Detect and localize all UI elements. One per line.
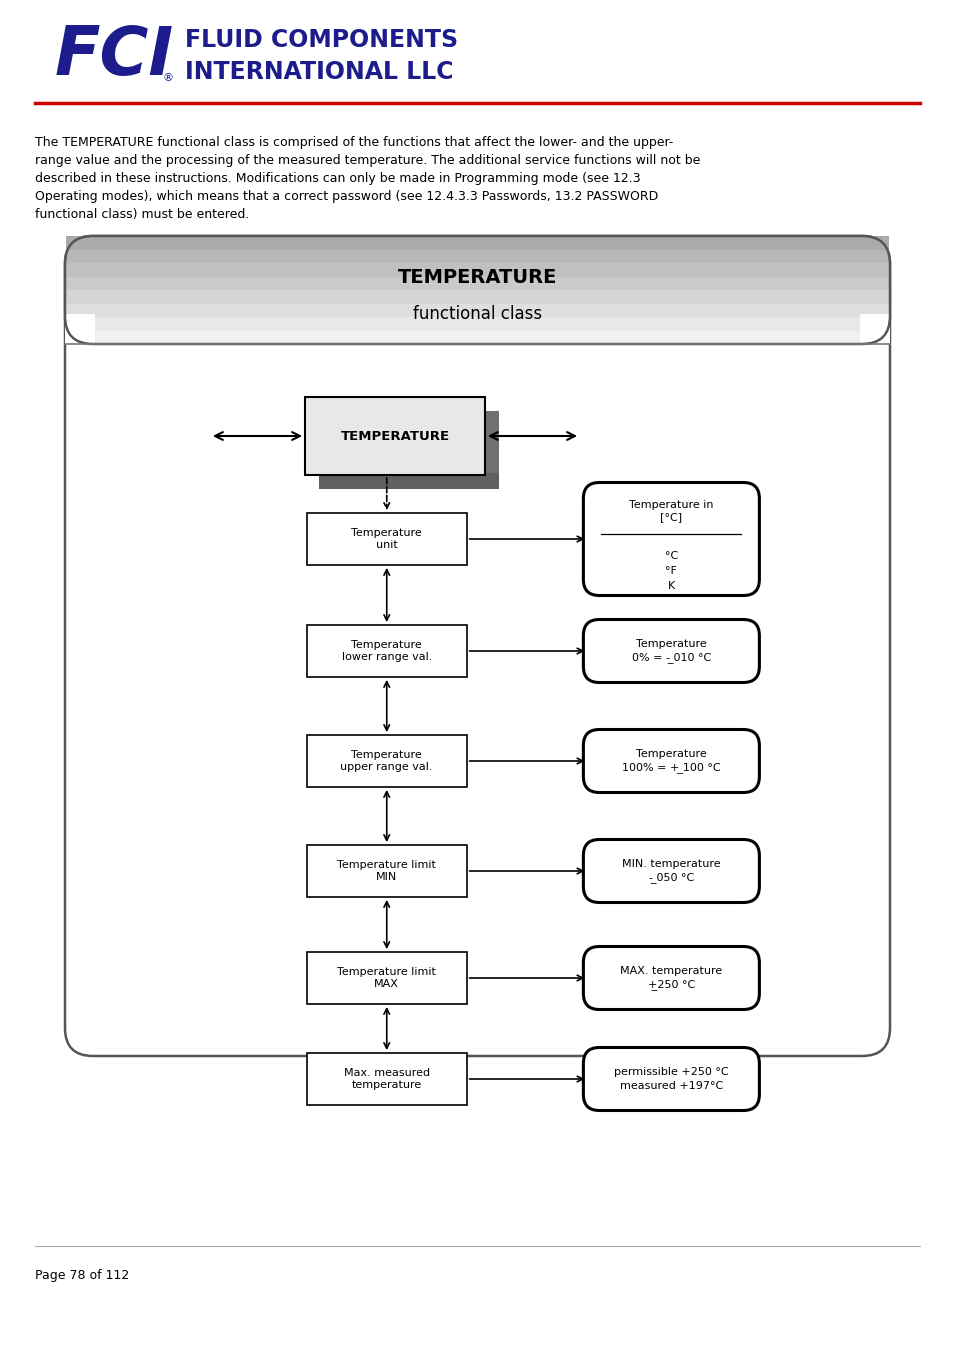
Bar	[66, 250, 888, 263]
Bar	[318, 411, 498, 489]
FancyBboxPatch shape	[583, 839, 759, 902]
Text: FLUID COMPONENTS: FLUID COMPONENTS	[185, 28, 457, 51]
Text: °C
°F
K: °C °F K	[664, 551, 678, 590]
Text: Temperature
lower range val.: Temperature lower range val.	[341, 639, 432, 662]
Bar	[65, 313, 95, 345]
Text: FCI: FCI	[55, 23, 174, 89]
Bar	[66, 277, 888, 290]
FancyBboxPatch shape	[583, 620, 759, 682]
Text: Temperature
unit: Temperature unit	[351, 528, 421, 550]
Text: MIN. temperature
- ̲050 °C: MIN. temperature - ̲050 °C	[621, 859, 720, 884]
Text: range value and the processing of the measured temperature. The additional servi: range value and the processing of the me…	[35, 154, 700, 168]
Bar	[305, 397, 484, 476]
Bar	[66, 331, 888, 345]
Text: Operating modes), which means that a correct password (see 12.4.3.3 Passwords, 1: Operating modes), which means that a cor…	[35, 190, 658, 203]
Text: Max. measured
temperature: Max. measured temperature	[343, 1067, 430, 1090]
FancyBboxPatch shape	[583, 730, 759, 793]
Text: The TEMPERATURE functional class is comprised of the functions that affect the l: The TEMPERATURE functional class is comp…	[35, 136, 673, 149]
Bar	[66, 304, 888, 317]
Text: TEMPERATURE: TEMPERATURE	[340, 430, 449, 443]
Text: functional class) must be entered.: functional class) must be entered.	[35, 208, 249, 222]
FancyBboxPatch shape	[583, 1047, 759, 1111]
Bar	[307, 735, 466, 788]
Bar	[66, 317, 888, 331]
Bar	[307, 513, 466, 565]
Bar	[66, 290, 888, 304]
Text: Temperature
100% = + ̲100 °C: Temperature 100% = + ̲100 °C	[621, 748, 720, 773]
Text: Temperature limit
MIN: Temperature limit MIN	[337, 859, 436, 882]
Bar	[66, 236, 888, 250]
Text: Temperature
0% = - ̲010 °C: Temperature 0% = - ̲010 °C	[631, 639, 710, 663]
Text: TEMPERATURE: TEMPERATURE	[397, 267, 557, 286]
Text: Page 78 of 112: Page 78 of 112	[35, 1270, 129, 1282]
Bar	[66, 263, 888, 277]
FancyBboxPatch shape	[583, 947, 759, 1009]
Bar	[859, 313, 889, 345]
Bar	[307, 952, 466, 1004]
FancyBboxPatch shape	[65, 236, 889, 1056]
Text: permissible +250 °C
measured +197°C: permissible +250 °C measured +197°C	[614, 1067, 728, 1090]
FancyBboxPatch shape	[583, 482, 759, 596]
Text: Temperature in
[°C]: Temperature in [°C]	[628, 500, 713, 523]
Text: MAX. temperature
+̲250 °C: MAX. temperature +̲250 °C	[619, 966, 721, 990]
Text: Temperature limit
MAX: Temperature limit MAX	[337, 966, 436, 989]
Text: INTERNATIONAL LLC: INTERNATIONAL LLC	[185, 59, 453, 84]
Bar	[307, 1052, 466, 1105]
Bar	[318, 473, 498, 489]
Text: ®: ®	[163, 73, 173, 82]
Bar	[307, 626, 466, 677]
Text: functional class: functional class	[413, 305, 541, 323]
Bar	[307, 844, 466, 897]
Text: described in these instructions. Modifications can only be made in Programming m: described in these instructions. Modific…	[35, 172, 640, 185]
Text: Temperature
upper range val.: Temperature upper range val.	[340, 750, 433, 773]
